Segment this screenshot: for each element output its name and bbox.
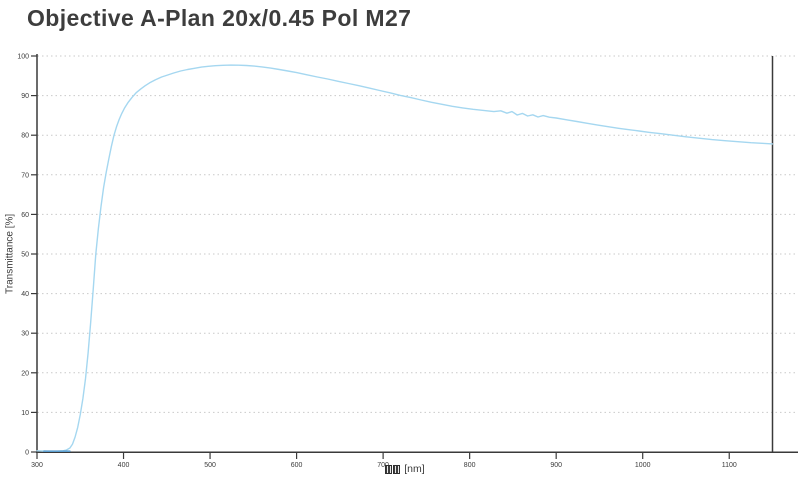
y-tick-label: 10: [21, 410, 29, 417]
chart-title: Objective A-Plan 20x/0.45 Pol M27: [27, 5, 412, 31]
x-tick-label: 400: [118, 462, 130, 469]
x-tick-label: 700: [377, 462, 389, 469]
x-tick-label: 1100: [722, 462, 737, 469]
x-tick-label: 900: [550, 462, 562, 469]
y-tick-label: 30: [21, 331, 29, 338]
y-axis-title: Transmittance [%]: [4, 213, 16, 295]
x-axis-title: [nm]: [305, 463, 505, 475]
missing-glyph-box-icon: [385, 464, 393, 474]
y-tick-label: 90: [21, 93, 29, 100]
x-axis-unit-label: [nm]: [404, 463, 425, 476]
y-tick-label: 50: [21, 252, 29, 259]
x-tick-label: 300: [31, 462, 43, 469]
y-tick-label: 80: [21, 133, 29, 140]
y-tick-label: 70: [21, 172, 29, 179]
x-tick-label: 800: [464, 462, 476, 469]
missing-glyph-box-icon: [393, 464, 401, 474]
y-tick-label: 40: [21, 291, 29, 298]
x-tick-label: 500: [204, 462, 216, 469]
x-tick-label: 1000: [635, 462, 651, 469]
transmittance-curve: [36, 64, 774, 452]
x-tick-label: 600: [291, 462, 303, 469]
y-tick-label: 0: [25, 450, 29, 457]
y-tick-label: 20: [21, 370, 29, 377]
y-tick-label: 60: [21, 212, 29, 219]
y-tick-label: 100: [17, 54, 29, 61]
